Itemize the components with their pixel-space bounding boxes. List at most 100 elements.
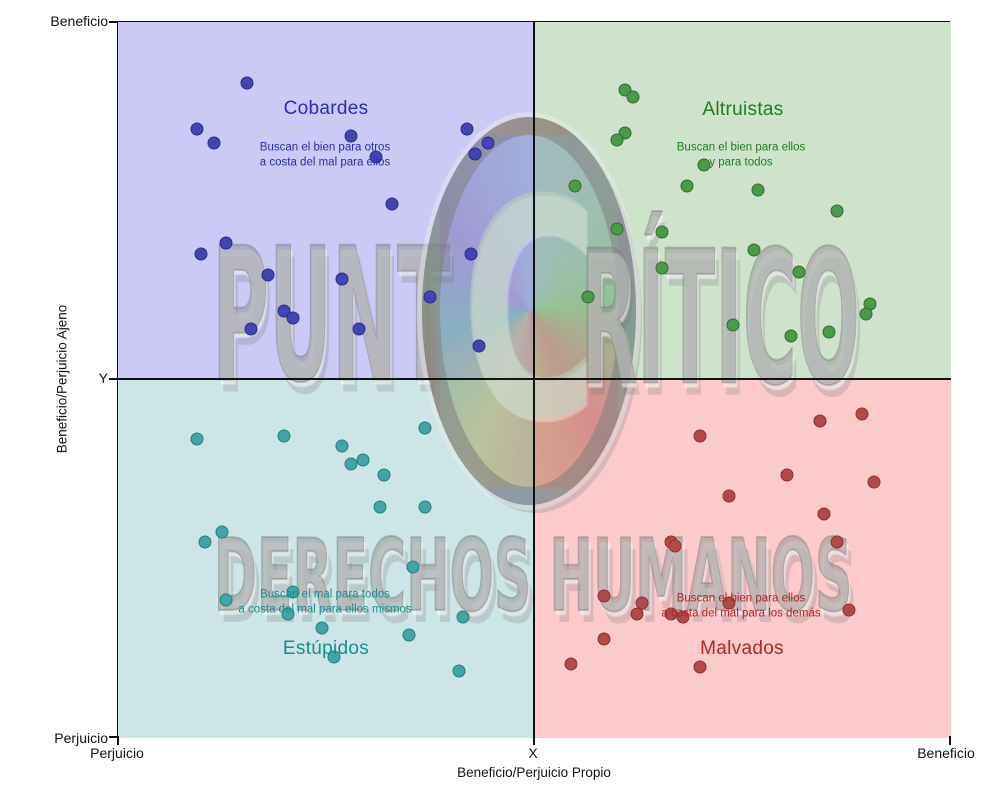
scatter-point [668,539,682,553]
scatter-point [327,650,341,664]
scatter-point [352,322,366,336]
scatter-point [792,265,806,279]
scatter-point [722,489,736,503]
scatter-point [564,657,578,671]
x-tick-perjuicio: Perjuicio [90,745,144,761]
subtitle-line: y para todos [709,156,773,168]
tick-mark [949,736,951,745]
scatter-point [215,525,229,539]
scatter-point [356,453,370,467]
scatter-point [190,432,204,446]
scatter-point [568,179,582,193]
y-tick-y: Y [98,370,108,386]
scatter-point [867,475,881,489]
subtitle-line: Buscan el bien para ellos [676,592,806,605]
estupidos-subtitle: Buscan el mal para todos a costa del mal… [238,588,411,617]
estupidos-title: Estúpidos [282,638,370,659]
y-tick-beneficio: Beneficio [50,13,108,29]
malvados-title: Malvados [700,638,784,659]
tick-mark [109,378,118,380]
scatter-point [784,329,798,343]
scatter-point [597,632,611,646]
altruistas-subtitle: Buscan el bien para ellos y para todos [677,141,806,170]
scatter-point [369,150,383,164]
subtitle-line: Buscan el bien para ellos [676,141,806,154]
scatter-point [418,500,432,514]
scatter-point [693,660,707,674]
scatter-point [822,325,835,339]
scatter-point [626,90,640,104]
scatter-point [418,421,432,435]
tick-mark [109,736,118,738]
scatter-point [813,414,827,428]
scatter-point [855,407,869,421]
cobardes-subtitle: Buscan el bien para otros a costa del ma… [260,141,390,170]
scatter-point [468,147,482,161]
scatter-point [676,610,690,624]
tick-mark [117,736,119,745]
scatter-point [456,610,470,624]
tick-mark [533,736,535,745]
scatter-point [373,500,387,514]
scatter-point [190,122,204,136]
scatter-point [402,628,416,642]
scatter-point [464,247,478,261]
subtitle-line: a costa del mal para los demás [661,607,821,619]
scatter-point [344,129,358,143]
scatter-point [335,272,349,286]
scatter-point [261,268,275,282]
scatter-point [581,290,594,303]
scatter-point [452,664,466,678]
scatter-point [780,468,794,482]
subtitle-line: Buscan el bien para otros [259,141,391,154]
scatter-point [406,560,420,574]
scatter-point [194,247,208,261]
scatter-point [198,535,212,549]
scatter-point [610,133,624,147]
subtitle-line: Buscan el mal para todos [260,588,390,601]
scatter-point [281,607,295,621]
scatter-point [751,183,765,197]
scatter-point [277,429,291,443]
cobardes-title: Cobardes [283,98,369,119]
scatter-point [219,593,233,607]
plot-area: PUNT C RÍTICO DERECHOS HUMANOS Cobardes … [109,21,951,745]
y-axis-title: Beneficio/Perjuicio Ajeno [54,304,70,454]
scatter-point [726,318,740,332]
scatter-point [460,122,474,136]
scatter-point [207,136,221,150]
scatter-point [335,439,349,453]
scatter-point [817,507,831,521]
scatter-point [610,222,624,236]
scatter-point [655,261,669,275]
scatter-point [630,607,644,621]
scatter-layer [118,22,949,736]
scatter-point [286,585,299,599]
scatter-point [830,535,844,549]
scatter-point [240,76,254,90]
scatter-point [697,158,711,172]
scatter-point [472,339,486,353]
scatter-point [315,621,329,635]
scatter-point [747,243,761,257]
tick-mark [109,21,118,23]
scatter-point [286,311,299,325]
altruistas-title: Altruistas [702,99,784,120]
scatter-point [722,596,736,610]
scatter-point [859,307,873,321]
scatter-point [423,290,437,303]
subtitle-line: a costa del mal para ellos mismos [238,603,412,615]
scatter-point [597,589,611,603]
scatter-point [830,204,844,218]
subtitle-line: a costa del mal para ellos [259,156,391,168]
y-tick-perjuicio: Perjuicio [54,730,108,746]
scatter-point [655,225,669,239]
x-tick-beneficio: Beneficio [917,745,975,761]
scatter-point [842,603,856,617]
scatter-point [219,236,233,250]
scatter-point [344,457,358,471]
scatter-point [481,136,495,150]
x-axis-title: Beneficio/Perjuicio Propio [457,765,611,780]
scatter-point [385,197,399,211]
